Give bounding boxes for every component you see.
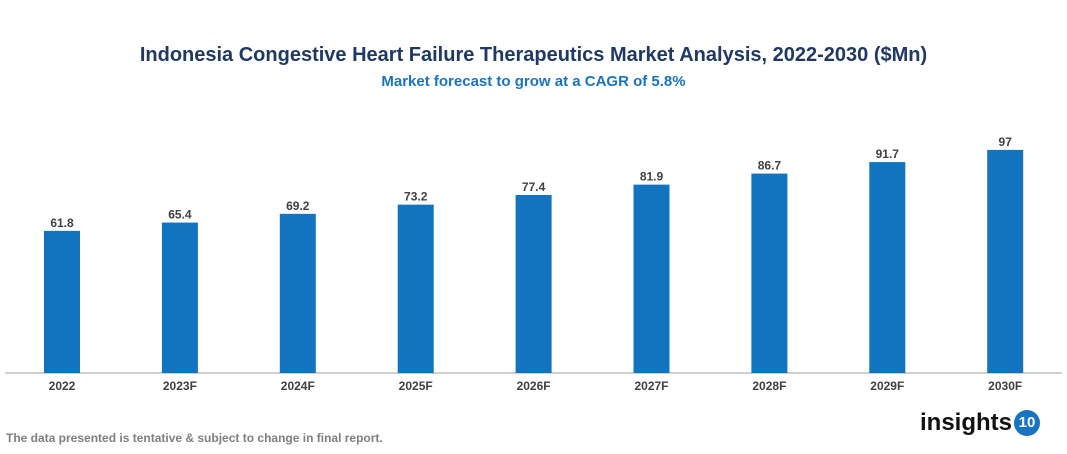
chart-title: Indonesia Congestive Heart Failure Thera…	[139, 44, 928, 66]
x-tick-label: 2025F	[399, 379, 433, 393]
bar-2022	[44, 230, 80, 373]
data-label: 65.4	[168, 208, 192, 222]
x-tick-label: 2026F	[517, 379, 551, 393]
data-label: 61.8	[50, 216, 74, 230]
x-tick-label: 2024F	[281, 379, 315, 393]
data-label: 77.4	[522, 180, 546, 194]
x-tick-label: 2022	[49, 379, 76, 393]
x-tick-label: 2030F	[988, 379, 1022, 393]
data-label: 73.2	[404, 190, 428, 204]
bar-chart: 61.8 2022 65.4 2023F 69.2 2024F 73.2 2025F 77.4 2…	[5, 135, 1062, 393]
bar-2029F	[869, 162, 906, 373]
disclaimer-note: The data presented is tentative & subjec…	[6, 431, 383, 445]
logo-badge: 10	[1014, 410, 1041, 436]
chart-subtitle: Market forecast to grow at a CAGR of 5.8…	[381, 73, 686, 90]
insights10-logo: insights 10	[920, 409, 1041, 437]
bar-2025F	[397, 204, 434, 373]
bar-2023F	[161, 222, 198, 373]
data-label: 91.7	[876, 147, 900, 161]
bar-2030F	[987, 149, 1024, 373]
data-label: 97	[999, 135, 1013, 149]
bar-2028F	[751, 173, 788, 373]
x-tick-label: 2028F	[752, 379, 786, 393]
bar-2026F	[515, 194, 552, 373]
x-tick-label: 2029F	[870, 379, 904, 393]
x-tick-label: 2023F	[163, 379, 197, 393]
logo-text: insights	[920, 409, 1013, 436]
bar-2027F	[633, 184, 670, 373]
data-label: 81.9	[640, 170, 664, 184]
bar-2024F	[279, 213, 316, 373]
data-label: 86.7	[758, 159, 782, 173]
x-tick-label: 2027F	[634, 379, 668, 393]
data-label: 69.2	[286, 199, 310, 213]
